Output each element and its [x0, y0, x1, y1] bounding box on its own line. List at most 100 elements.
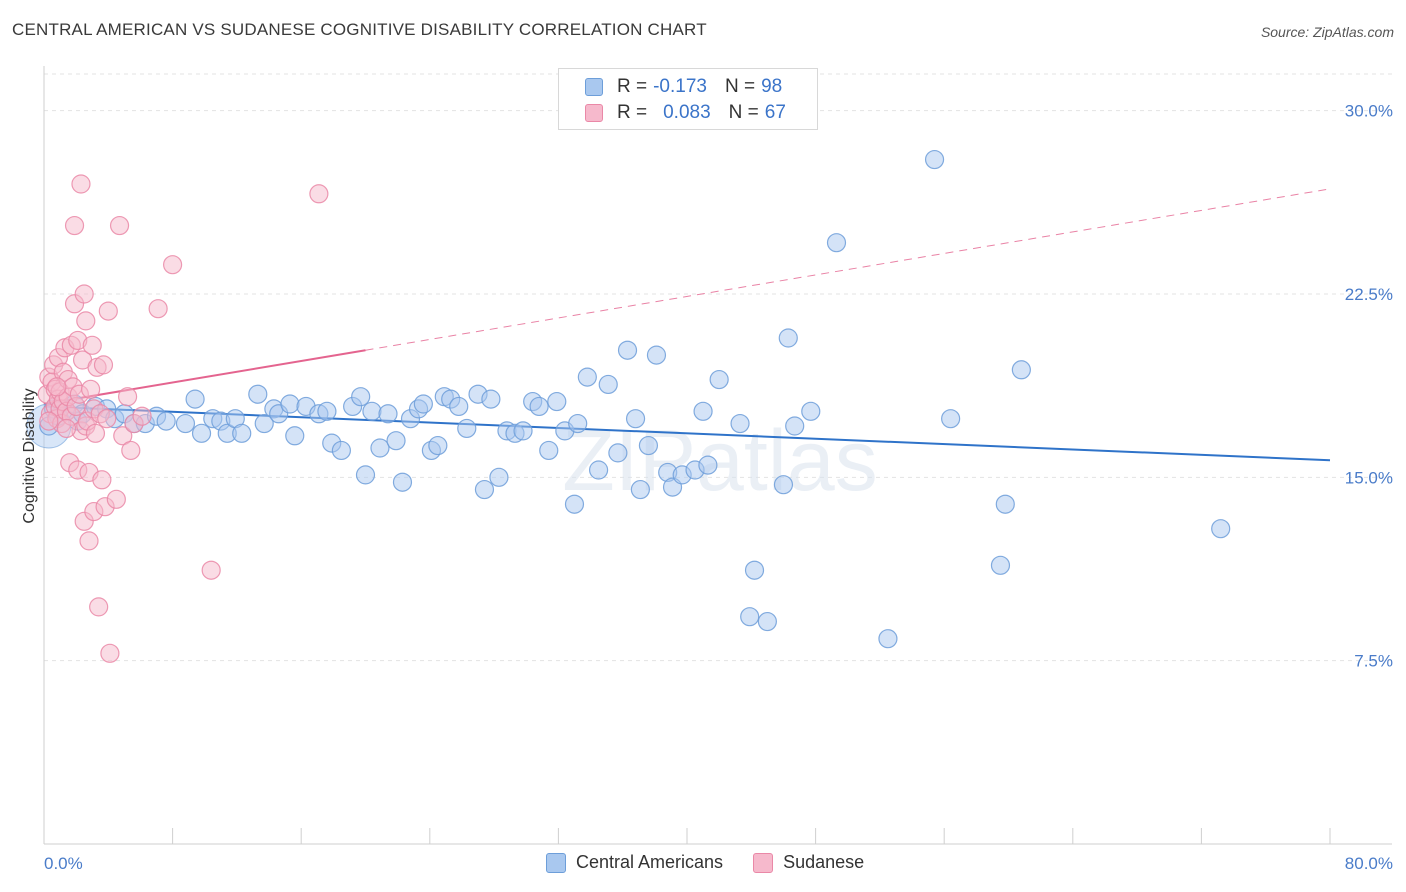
point-central-americans	[413, 394, 433, 414]
point-central-americans	[185, 389, 205, 409]
point-central-americans	[995, 494, 1015, 514]
point-central-americans	[577, 367, 597, 387]
point-central-americans	[362, 401, 382, 421]
point-central-americans	[709, 369, 729, 390]
point-central-americans	[489, 467, 509, 487]
series-swatch-blue	[546, 852, 566, 873]
point-central-americans	[156, 411, 176, 431]
x-tick-label: 0.0%	[44, 854, 83, 873]
point-central-americans	[941, 409, 961, 429]
point-central-americans	[392, 472, 413, 492]
point-central-americans	[630, 479, 650, 500]
point-central-americans	[386, 431, 406, 451]
series-legend: Central Americans Sudanese	[546, 852, 894, 873]
legend-n-label: N =	[724, 76, 756, 97]
point-central-americans	[280, 394, 300, 414]
point-sudanese	[100, 643, 120, 663]
point-central-americans	[1211, 519, 1231, 539]
point-central-americans	[331, 440, 351, 461]
point-central-americans	[428, 435, 448, 456]
point-sudanese	[98, 301, 118, 321]
point-sudanese	[47, 377, 67, 397]
legend-row-sudanese: R = 0.083 N = 67	[585, 101, 786, 125]
point-central-americans	[317, 401, 337, 421]
point-central-americans	[351, 387, 371, 407]
watermark: ZIPatlas	[562, 413, 877, 509]
point-central-americans	[474, 479, 495, 500]
x-tick-label: 80.0%	[1345, 854, 1393, 873]
y-tick-label: 22.5%	[1345, 285, 1393, 304]
legend-r-label: R =	[617, 102, 648, 123]
point-sudanese	[201, 560, 221, 580]
point-sudanese	[113, 426, 133, 446]
correlation-legend: R = -0.173 N = 98 R = 0.083 N = 67	[558, 68, 818, 130]
point-central-americans	[744, 560, 765, 580]
point-sudanese	[39, 411, 59, 431]
legend-n-value: 67	[764, 102, 786, 123]
series-legend-item-sudanese[interactable]: Sudanese	[753, 852, 864, 873]
point-central-americans	[529, 396, 549, 417]
point-central-americans	[1011, 360, 1031, 380]
y-tick-label: 15.0%	[1345, 468, 1393, 487]
point-central-americans	[693, 401, 713, 421]
point-central-americans	[878, 629, 898, 649]
legend-row-central-americans: R = -0.173 N = 98	[585, 75, 782, 99]
point-sudanese	[309, 184, 329, 204]
point-sudanese	[81, 379, 101, 399]
point-central-americans	[513, 421, 533, 441]
point-central-americans	[285, 426, 305, 446]
point-central-americans	[740, 607, 760, 627]
trend-line-central-americans	[43, 405, 1331, 462]
point-sudanese	[85, 423, 106, 443]
point-sudanese	[89, 597, 109, 617]
point-central-americans	[254, 413, 274, 434]
point-sudanese	[64, 215, 85, 236]
point-central-americans	[924, 149, 945, 170]
point-central-americans	[457, 418, 477, 439]
point-central-americans	[481, 389, 501, 409]
point-central-americans	[191, 423, 212, 443]
legend-swatch-blue	[585, 78, 603, 96]
point-sudanese	[74, 284, 94, 304]
legend-r-value: -0.173	[653, 76, 707, 97]
point-sudanese	[132, 406, 152, 426]
point-central-americans	[646, 345, 667, 365]
point-sudanese	[117, 387, 138, 407]
point-central-americans	[378, 404, 398, 424]
point-sudanese	[76, 311, 96, 331]
point-central-americans	[449, 396, 469, 417]
point-central-americans	[617, 340, 638, 360]
point-central-americans	[248, 384, 268, 404]
series-name: Sudanese	[783, 852, 865, 872]
series-legend-item-central-americans[interactable]: Central Americans	[546, 852, 723, 873]
series-name: Central Americans	[576, 852, 724, 872]
point-sudanese	[148, 299, 168, 319]
point-central-americans	[638, 435, 659, 456]
point-central-americans	[826, 233, 847, 253]
point-sudanese	[121, 440, 141, 461]
legend-n-value: 98	[761, 76, 783, 97]
legend-swatch-pink	[585, 104, 603, 122]
point-sudanese	[93, 355, 114, 375]
point-sudanese	[109, 215, 130, 236]
point-central-americans	[730, 413, 750, 434]
grid-lines	[44, 73, 1392, 662]
data-points	[26, 149, 1231, 663]
series-swatch-pink	[753, 852, 774, 873]
point-sudanese	[163, 255, 183, 275]
point-central-americans	[608, 443, 628, 463]
point-central-americans	[547, 391, 567, 412]
point-central-americans	[370, 438, 390, 458]
point-central-americans	[773, 475, 794, 495]
point-central-americans	[778, 328, 798, 348]
legend-n-label: N =	[728, 102, 759, 123]
legend-r-label: R =	[617, 76, 648, 97]
point-sudanese	[97, 409, 117, 429]
legend-r-value: 0.083	[663, 102, 711, 123]
trend-line-sudanese-extension	[365, 188, 1331, 351]
point-sudanese	[82, 335, 102, 355]
chart-title: CENTRAL AMERICAN VS SUDANESE COGNITIVE D…	[12, 20, 707, 39]
tick-labels: 7.5% 15.0% 22.5% 30.0% 0.0% 80.0%	[44, 102, 1393, 873]
y-tick-label: 30.0%	[1345, 102, 1393, 121]
point-sudanese	[71, 174, 91, 194]
